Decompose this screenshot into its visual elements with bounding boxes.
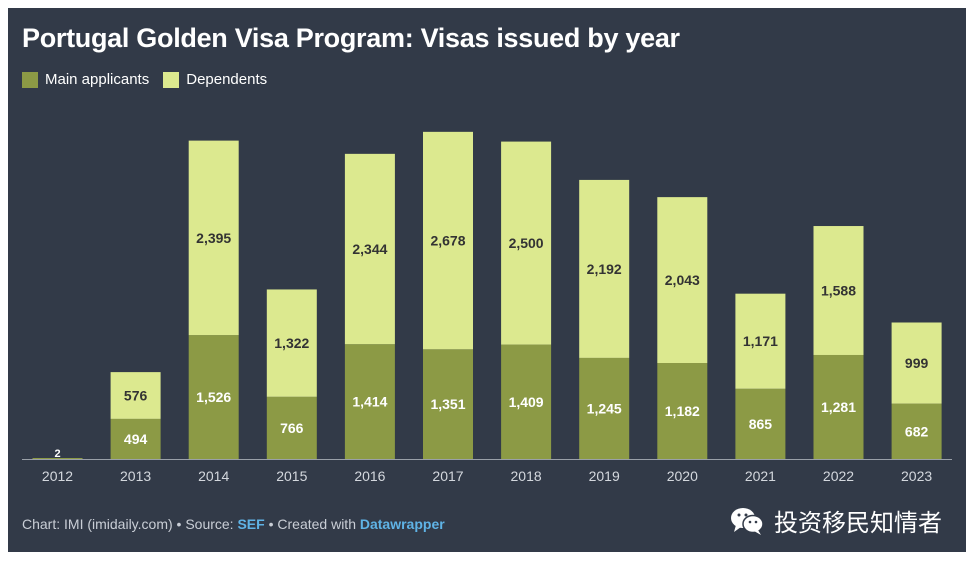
legend-item-dependents: Dependents bbox=[163, 71, 267, 88]
legend-label-dependents: Dependents bbox=[186, 71, 268, 88]
label-dependents-2023: 999 bbox=[905, 355, 929, 371]
x-tick-2014: 2014 bbox=[198, 468, 229, 484]
wechat-icon bbox=[731, 507, 764, 535]
datawrapper-link[interactable]: Datawrapper bbox=[359, 516, 445, 532]
bar-dependents-2020 bbox=[657, 197, 708, 364]
label-main-2019: 1,245 bbox=[587, 400, 622, 416]
label-dependents-2018: 2,500 bbox=[509, 235, 544, 251]
label-dependents-2020: 2,043 bbox=[665, 272, 700, 288]
bar-main-2020 bbox=[657, 363, 708, 459]
label-main-2016: 1,414 bbox=[352, 394, 387, 410]
label-main-2015: 766 bbox=[280, 420, 304, 436]
footer-middle: • Created with bbox=[264, 516, 360, 532]
bar-dependents-2017 bbox=[423, 131, 473, 350]
legend: Main applicants Dependents bbox=[22, 71, 281, 88]
label-dependents-2014: 2,395 bbox=[196, 230, 231, 246]
legend-label-main: Main applicants bbox=[45, 71, 150, 88]
chart-title: Portugal Golden Visa Program: Visas issu… bbox=[22, 23, 680, 53]
footer-prefix: Chart: IMI (imidaily.com) • Source: bbox=[22, 516, 238, 532]
wechat-brand: 投资移民知情者 bbox=[730, 503, 942, 538]
label-main-2012: 2 bbox=[54, 448, 60, 460]
label-main-2018: 1,409 bbox=[509, 394, 544, 410]
bar-main-2015 bbox=[266, 396, 317, 459]
x-tick-2020: 2020 bbox=[667, 468, 698, 484]
x-tick-2019: 2019 bbox=[589, 468, 620, 484]
x-tick-2021: 2021 bbox=[745, 468, 776, 484]
bar-main-2021 bbox=[735, 388, 786, 459]
bar-dependents-2014 bbox=[188, 140, 239, 336]
label-main-2020: 1,182 bbox=[665, 403, 700, 419]
legend-item-main: Main applicants bbox=[22, 71, 149, 88]
x-tick-2015: 2015 bbox=[276, 468, 307, 484]
bar-main-2017 bbox=[423, 349, 473, 459]
bar-dependents-2019 bbox=[579, 179, 630, 358]
bar-main-2019 bbox=[579, 357, 630, 459]
label-main-2021: 865 bbox=[749, 416, 773, 432]
source-link[interactable]: SEF bbox=[237, 516, 265, 532]
label-main-2023: 682 bbox=[905, 423, 929, 439]
bar-dependents-2023 bbox=[891, 322, 942, 404]
bar-dependents-2021 bbox=[735, 293, 786, 389]
label-main-2022: 1,281 bbox=[821, 399, 856, 415]
bar-chart: 2 2012 494 576 2013 1,526 2,395 2014 766 1,322 201… bbox=[22, 131, 952, 484]
label-dependents-2019: 2,192 bbox=[587, 261, 622, 277]
x-tick-2012: 2012 bbox=[42, 468, 73, 484]
label-dependents-2013: 576 bbox=[124, 388, 148, 404]
x-tick-2016: 2016 bbox=[354, 468, 385, 484]
bar-main-2018 bbox=[501, 344, 552, 459]
x-tick-2023: 2023 bbox=[901, 468, 932, 484]
bar-dependents-2015 bbox=[266, 289, 317, 397]
label-main-2017: 1,351 bbox=[430, 396, 465, 412]
label-dependents-2017: 2,678 bbox=[430, 233, 465, 249]
bar-dependents-2013 bbox=[110, 372, 161, 419]
bar-dependents-2022 bbox=[813, 226, 864, 355]
label-dependents-2022: 1,588 bbox=[821, 283, 856, 299]
x-tick-2018: 2018 bbox=[511, 468, 542, 484]
chart-panel: Portugal Golden Visa Program: Visas issu… bbox=[8, 8, 966, 552]
bar-main-2014 bbox=[188, 335, 239, 459]
label-dependents-2015: 1,322 bbox=[274, 335, 309, 351]
bar-dependents-2016 bbox=[344, 153, 395, 345]
label-main-2014: 1,526 bbox=[196, 389, 231, 405]
label-dependents-2016: 2,344 bbox=[352, 241, 387, 257]
legend-swatch-dependents bbox=[163, 71, 180, 88]
x-tick-2017: 2017 bbox=[432, 468, 463, 484]
x-tick-2022: 2022 bbox=[823, 468, 854, 484]
label-dependents-2021: 1,171 bbox=[743, 333, 778, 349]
bar-main-2016 bbox=[344, 344, 395, 459]
brand-text: 投资移民知情者 bbox=[774, 510, 942, 537]
label-main-2013: 494 bbox=[124, 431, 148, 447]
bar-main-2022 bbox=[813, 354, 864, 459]
bar-main-2023 bbox=[891, 403, 942, 459]
bar-main-2013 bbox=[110, 418, 161, 459]
x-tick-2013: 2013 bbox=[120, 468, 151, 484]
bar-main-2012 bbox=[32, 458, 83, 459]
bar-dependents-2018 bbox=[501, 141, 552, 345]
chart-footer: Chart: IMI (imidaily.com) • Source: SEF … bbox=[22, 516, 445, 532]
legend-swatch-main bbox=[22, 71, 38, 88]
